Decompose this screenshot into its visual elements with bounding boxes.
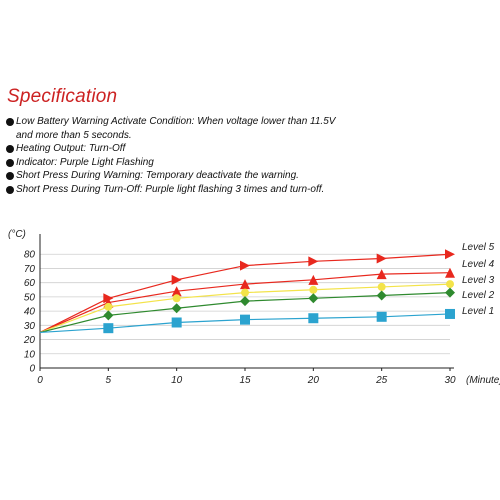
x-tick-label: 25	[375, 375, 388, 386]
y-tick-label: 30	[24, 321, 36, 332]
legend-label: Level 4	[462, 259, 495, 270]
circle-marker	[309, 285, 318, 294]
triangle-right-marker	[445, 249, 455, 260]
y-tick-label: 80	[24, 250, 36, 261]
spec-text: Heating Output: Turn-Off	[16, 143, 126, 154]
spec-item: Low Battery Warning Activate Condition: …	[6, 115, 494, 142]
square-marker	[308, 313, 319, 324]
x-tick-label: 15	[239, 375, 251, 386]
circle-marker	[446, 280, 454, 289]
diamond-marker	[445, 287, 455, 298]
y-tick-label: 60	[24, 278, 36, 289]
diamond-marker	[308, 293, 319, 304]
bullet-icon	[6, 185, 14, 194]
spec-text: Short Press During Warning: Temporary de…	[16, 170, 299, 181]
x-tick-label: 30	[444, 375, 456, 386]
circle-marker	[104, 302, 113, 311]
spec-item: Indicator: Purple Light Flashing	[6, 156, 494, 170]
triangle-up-marker	[376, 269, 387, 280]
y-tick-label: 50	[24, 292, 36, 303]
bullet-icon	[6, 172, 14, 180]
bullet-icon	[6, 158, 14, 167]
x-tick-label: 0	[37, 375, 43, 386]
circle-marker	[172, 294, 181, 303]
spec-text: Indicator: Purple Light Flashing	[16, 156, 154, 168]
diamond-marker	[103, 310, 114, 321]
square-marker	[376, 311, 387, 322]
triangle-up-marker	[445, 267, 455, 278]
y-axis-label: (°C)	[8, 229, 26, 240]
spec-item: Short Press During Turn-Off: Purple ligh…	[6, 183, 494, 197]
legend-label: Level 3	[462, 275, 495, 286]
square-marker	[445, 308, 455, 319]
bullet-icon	[6, 118, 14, 126]
circle-marker	[377, 282, 386, 291]
triangle-up-marker	[308, 274, 319, 285]
square-marker	[103, 323, 114, 334]
diamond-marker	[240, 296, 250, 307]
triangle-right-marker	[171, 274, 182, 285]
legend-label: Level 5	[462, 242, 495, 253]
x-tick-label: 20	[307, 375, 320, 386]
bullet-icon	[6, 145, 14, 153]
square-marker	[171, 317, 182, 328]
y-tick-label: 40	[24, 307, 36, 318]
x-axis-label: (Minute)	[466, 375, 500, 386]
diamond-marker	[171, 303, 182, 314]
spec-item: Short Press During Warning: Temporary de…	[6, 169, 494, 183]
y-tick-label: 0	[29, 364, 35, 375]
spec-text: Short Press During Turn-Off: Purple ligh…	[16, 183, 325, 195]
triangle-right-marker	[308, 256, 319, 267]
triangle-up-marker	[240, 279, 250, 290]
x-tick-label: 10	[171, 375, 183, 386]
square-marker	[240, 314, 250, 325]
legend-label: Level 2	[462, 290, 495, 301]
circle-marker	[241, 288, 249, 297]
spec-list: Low Battery Warning Activate Condition: …	[6, 115, 494, 196]
y-tick-label: 10	[24, 349, 36, 360]
triangle-right-marker	[376, 253, 387, 264]
triangle-right-marker	[240, 260, 250, 271]
page-title: Specification	[7, 86, 118, 107]
legend-label: Level 1	[462, 306, 494, 317]
spec-item: Heating Output: Turn-Off	[6, 142, 494, 156]
y-tick-label: 70	[24, 264, 36, 275]
diamond-marker	[376, 290, 387, 301]
spec-text: Low Battery Warning Activate Condition: …	[16, 116, 336, 141]
triangle-up-marker	[171, 286, 182, 297]
x-tick-label: 5	[106, 375, 112, 386]
y-tick-label: 20	[23, 335, 36, 346]
